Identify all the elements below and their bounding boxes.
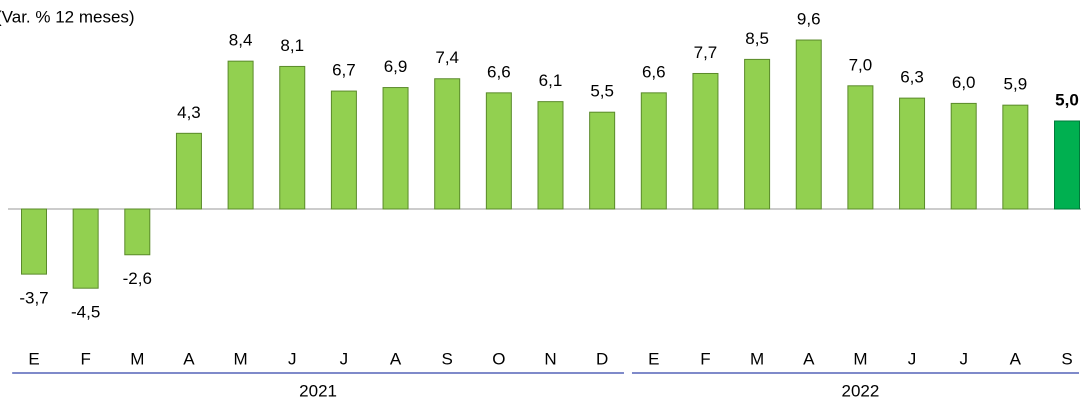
- value-label: 6,6: [487, 62, 511, 81]
- bar: [1002, 104, 1029, 210]
- bar: [227, 60, 254, 210]
- x-tick-label: M: [750, 349, 764, 368]
- x-tick-label: M: [853, 349, 867, 368]
- bar: [847, 85, 874, 210]
- value-label: 6,6: [642, 62, 666, 81]
- x-tick-label: M: [130, 349, 144, 368]
- bar: [537, 101, 564, 210]
- x-tick-label: J: [288, 349, 297, 368]
- group-label: 2022: [841, 381, 879, 400]
- value-label: 6,9: [384, 57, 408, 76]
- x-tick-label: A: [183, 349, 195, 368]
- bar: [692, 72, 719, 210]
- bar: [124, 208, 151, 256]
- bar: [382, 87, 409, 210]
- value-label: 7,4: [435, 48, 459, 67]
- value-label: 8,4: [229, 31, 253, 50]
- x-tick-label: A: [1010, 349, 1022, 368]
- x-tick-label: A: [803, 349, 815, 368]
- value-label: 5,0: [1055, 90, 1079, 109]
- x-tick-label: J: [908, 349, 917, 368]
- value-label: 7,7: [694, 43, 718, 62]
- value-label: -4,5: [71, 303, 100, 322]
- chart-title: (Var. % 12 meses): [0, 7, 135, 26]
- x-tick-label: S: [1061, 349, 1072, 368]
- value-label: 6,7: [332, 61, 356, 80]
- x-tick-label: D: [596, 349, 608, 368]
- x-tick-label: O: [492, 349, 505, 368]
- bar: [744, 58, 771, 210]
- bar: [1054, 120, 1080, 210]
- x-tick-label: A: [390, 349, 402, 368]
- value-label: 6,3: [900, 68, 924, 87]
- bar: [589, 111, 616, 210]
- bar: [72, 208, 99, 289]
- x-tick-label: E: [28, 349, 39, 368]
- value-label: 5,9: [1004, 75, 1028, 94]
- x-tick-label: J: [959, 349, 968, 368]
- bar: [21, 208, 47, 275]
- value-label: -3,7: [19, 289, 48, 308]
- bar: [795, 39, 822, 210]
- value-label: 8,1: [280, 36, 304, 55]
- bar: [175, 132, 202, 210]
- value-label: 8,5: [745, 29, 769, 48]
- value-label: 7,0: [849, 55, 873, 74]
- bar: [330, 90, 357, 210]
- x-tick-label: J: [340, 349, 349, 368]
- value-label: 6,1: [539, 71, 563, 90]
- x-tick-label: M: [234, 349, 248, 368]
- bar: [899, 97, 926, 210]
- group-label: 2021: [299, 381, 337, 400]
- value-label: -2,6: [123, 269, 152, 288]
- x-tick-label: F: [80, 349, 90, 368]
- bar: [434, 78, 461, 210]
- value-label: 6,0: [952, 73, 976, 92]
- x-tick-label: F: [700, 349, 710, 368]
- x-tick-label: N: [544, 349, 556, 368]
- bar: [485, 92, 512, 210]
- x-tick-label: E: [648, 349, 659, 368]
- x-tick-label: S: [442, 349, 453, 368]
- value-label: 9,6: [797, 10, 821, 29]
- bar: [640, 92, 667, 210]
- value-label: 5,5: [590, 82, 614, 101]
- value-label: 4,3: [177, 103, 201, 122]
- bar: [950, 102, 977, 210]
- bar: [279, 65, 306, 210]
